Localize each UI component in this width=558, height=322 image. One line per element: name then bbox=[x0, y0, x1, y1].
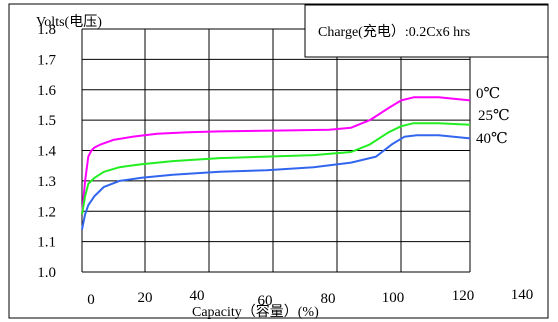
legend-entry-2: 40℃ bbox=[476, 131, 508, 147]
x-tick-label: 120 bbox=[452, 288, 475, 304]
y-tick-label: 1.0 bbox=[37, 265, 56, 281]
x-tick-label: 20 bbox=[138, 290, 153, 306]
grid-lines bbox=[81, 28, 471, 273]
series-line-2 bbox=[81, 134, 471, 230]
x-tick-label: 140 bbox=[511, 287, 534, 303]
y-tick-label: 1.1 bbox=[37, 235, 56, 251]
y-tick-label: 1.7 bbox=[37, 52, 56, 68]
series-lines bbox=[81, 96, 471, 230]
tick-labels: 1.0 1.1 1.2 1.3 1.4 1.5 1.6 1.7 1.8 0 20 40 60 80 100 1… bbox=[37, 22, 533, 309]
y-tick-label: 1.6 bbox=[37, 83, 56, 99]
y-tick-label: 1.2 bbox=[37, 204, 56, 220]
y-axis-label: Volts(电压) bbox=[36, 14, 102, 30]
x-tick-label: 40 bbox=[190, 288, 205, 304]
x-tick-label: 0 bbox=[87, 292, 95, 308]
x-tick-label: 60 bbox=[258, 293, 273, 309]
y-tick-label: 1.3 bbox=[37, 174, 56, 190]
annotation-box bbox=[304, 4, 549, 58]
legend-entry-1: 25℃ bbox=[478, 108, 510, 124]
y-tick-label: 1.8 bbox=[37, 22, 56, 38]
x-tick-label: 80 bbox=[321, 291, 336, 307]
x-axis-label: Capacity（容量）(%) bbox=[192, 303, 319, 320]
legend: 0℃ 25℃ 40℃ bbox=[476, 86, 510, 147]
y-tick-label: 1.5 bbox=[37, 113, 56, 129]
annotation-text: Charge(充电）:0.2Cx6 hrs bbox=[318, 24, 470, 40]
series-line-0 bbox=[81, 96, 471, 215]
y-tick-label: 1.4 bbox=[37, 144, 56, 160]
x-tick-label: 100 bbox=[382, 290, 405, 306]
chart-frame bbox=[8, 3, 549, 319]
legend-entry-0: 0℃ bbox=[476, 86, 500, 102]
series-line-1 bbox=[81, 122, 471, 215]
